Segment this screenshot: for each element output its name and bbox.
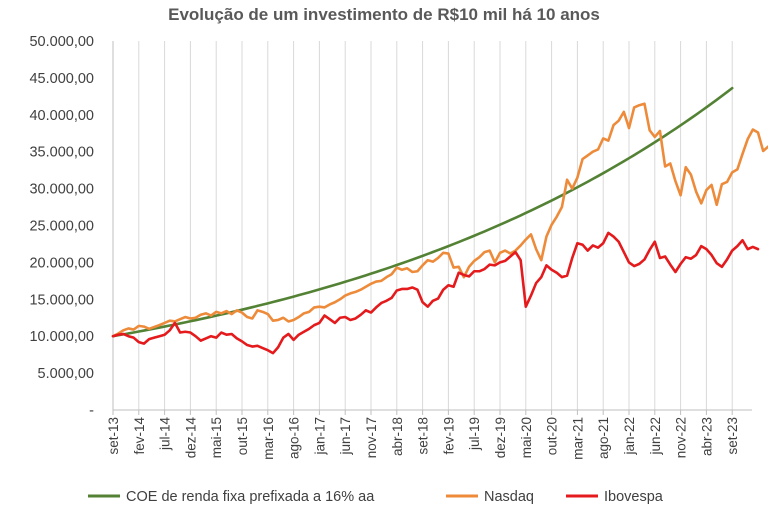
y-tick-label: 35.000,00 [29,145,94,161]
x-tick-label: fev-19 [441,417,456,455]
x-tick-label: mar-16 [261,417,276,460]
x-tick-label: jul-14 [158,417,173,452]
x-tick-label: set-18 [416,417,431,455]
y-tick-label: 20.000,00 [29,255,94,271]
x-tick-label: ago-21 [596,417,611,459]
x-tick-label: mar-21 [570,417,585,460]
ibovespa-series-line [111,231,760,355]
x-tick-label: out-20 [545,417,560,455]
y-tick-label: 25.000,00 [29,219,94,235]
y-tick-label: 40.000,00 [29,108,94,124]
x-tick-label: jan-22 [622,417,637,456]
legend-item-coe: COE de renda fixa prefixada a 16% aa [88,489,375,505]
legend-item-nasdaq: Nasdaq [446,489,534,505]
y-axis-tick-labels: - 5.000,00 10.000,00 15.000,00 20.000,00 25.0… [29,34,94,419]
legend-item-ibovespa: Ibovespa [566,489,664,505]
x-tick-label: jun-17 [338,417,353,456]
x-tick-label: fev-14 [132,417,147,455]
x-tick-label: set-23 [725,417,740,455]
legend-label: Nasdaq [484,489,534,505]
x-tick-label: mai-15 [209,417,224,458]
y-tick-label: 45.000,00 [29,71,94,87]
y-tick-label: 50.000,00 [29,34,94,50]
x-tick-label: out-15 [235,417,250,455]
x-axis-tick-labels: set-13 fev-14 jul-14 dez-14 mai-15 out-15 mar-… [106,417,740,460]
x-tick-label: abr-23 [699,417,714,456]
y-tick-label: - [89,403,94,419]
x-tick-label: nov-22 [674,417,689,458]
grid-lines [138,41,733,410]
x-tick-label: dez-14 [183,417,198,459]
x-tick-label: nov-17 [364,417,379,458]
x-tick-label: jul-19 [467,417,482,451]
y-tick-label: 10.000,00 [29,329,94,345]
x-tick-label: abr-18 [390,417,405,456]
nasdaq-series-line [111,102,768,338]
x-tick-label: mai-20 [519,417,534,458]
coe-series-line [111,86,734,338]
x-tick-label: jun-22 [648,417,663,456]
series-lines [111,86,768,355]
legend: COE de renda fixa prefixada a 16% aa Nasd… [88,489,664,505]
y-tick-label: 15.000,00 [29,292,94,308]
x-tick-label: dez-19 [493,417,508,458]
legend-label: COE de renda fixa prefixada a 16% aa [126,489,375,505]
legend-label: Ibovespa [604,489,664,505]
x-tick-label: set-13 [106,417,121,455]
x-tick-label: jan-17 [312,417,327,456]
x-tick-label: ago-16 [287,417,302,459]
y-tick-label: 30.000,00 [29,182,94,198]
y-tick-label: 5.000,00 [38,366,94,382]
axes [112,41,752,415]
chart-title: Evolução de um investimento de R$10 mil … [168,5,600,24]
